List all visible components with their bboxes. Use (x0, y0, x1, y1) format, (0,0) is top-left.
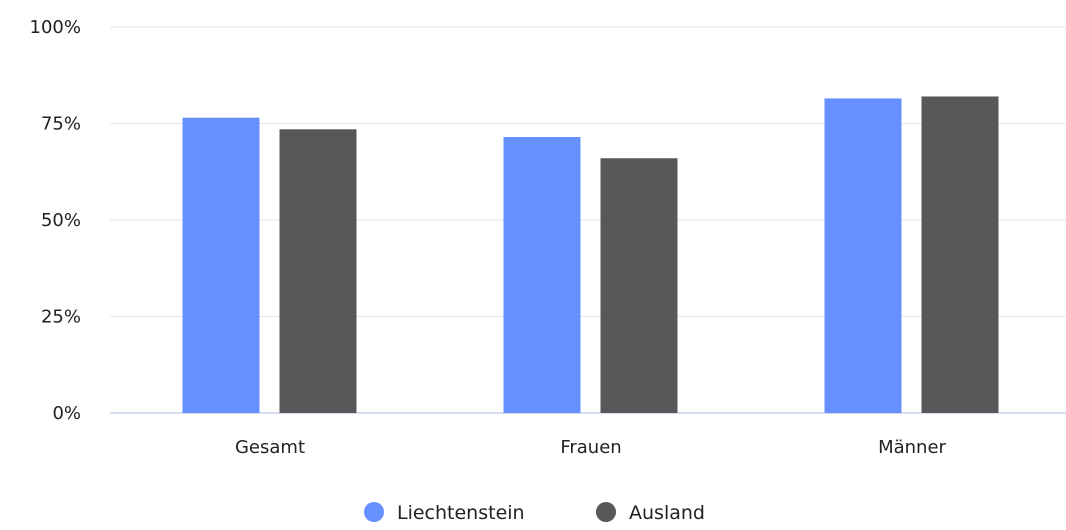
y-axis-ticks: 0% 25% 50% 75% 100% (30, 17, 81, 424)
legend-label: Ausland (629, 502, 705, 524)
gridlines (110, 26, 1066, 414)
bar-ausland-gesamt[interactable] (279, 129, 357, 414)
legend[interactable]: Liechtenstein Ausland (364, 502, 705, 524)
legend-marker (596, 502, 616, 522)
y-tick-label: 75% (41, 114, 81, 135)
y-tick-label: 100% (30, 17, 81, 38)
bar-ausland-frauen[interactable] (600, 158, 678, 413)
bars (182, 96, 999, 414)
bar-liechtenstein-frauen[interactable] (503, 137, 581, 413)
bar-liechtenstein-gesamt[interactable] (182, 117, 260, 414)
legend-label: Liechtenstein (397, 502, 525, 524)
x-axis-ticks: Gesamt Frauen Männer (235, 437, 947, 458)
legend-item-liechtenstein[interactable]: Liechtenstein (364, 502, 525, 524)
x-tick-label: Männer (878, 437, 946, 458)
x-tick-label: Frauen (560, 437, 621, 458)
y-tick-label: 50% (41, 210, 81, 231)
y-tick-label: 0% (52, 403, 81, 424)
legend-marker (364, 502, 384, 522)
bar-liechtenstein-männer[interactable] (824, 98, 902, 413)
y-tick-label: 25% (41, 307, 81, 328)
legend-item-ausland[interactable]: Ausland (596, 502, 705, 524)
bar-ausland-männer[interactable] (921, 96, 999, 413)
x-tick-label: Gesamt (235, 437, 305, 458)
